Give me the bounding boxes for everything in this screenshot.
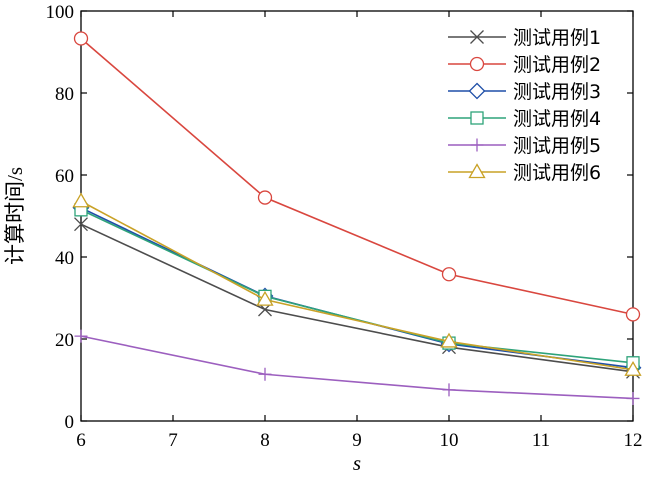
series-line-1 <box>80 223 634 373</box>
y-tick-label-20: 20 <box>55 330 74 351</box>
series-line-4 <box>80 209 634 364</box>
plot-area <box>72 10 642 422</box>
data-point-2-3 <box>441 267 457 282</box>
y-tick-label-0: 0 <box>65 412 75 433</box>
y-tick-label-60: 60 <box>55 166 74 187</box>
legend-entry-5: 测试用例5 <box>448 135 601 157</box>
legend-entry-4: 测试用例4 <box>448 108 601 130</box>
data-point-5-3 <box>442 383 456 397</box>
data-point-2-1 <box>73 31 89 46</box>
legend: 测试用例1 测试用例2 测试用例3 测试用例4 测试用例5 测试用例6 <box>448 27 601 184</box>
x-tick-label-10: 10 <box>440 430 459 451</box>
legend-marker-4 <box>470 111 484 125</box>
series-group <box>72 31 642 405</box>
legend-entry-6: 测试用例6 <box>448 162 601 184</box>
legend-label-6: 测试用例6 <box>513 162 601 184</box>
legend-entry-1: 测试用例1 <box>448 27 601 49</box>
y-tick-label-100: 100 <box>46 2 75 23</box>
data-point-2-2 <box>257 190 273 205</box>
legend-marker-3 <box>468 82 486 100</box>
series-line-5 <box>80 335 634 400</box>
legend-label-2: 测试用例2 <box>513 54 601 76</box>
x-tick-label-6: 6 <box>76 430 86 451</box>
y-tick-label-80: 80 <box>55 84 74 105</box>
data-point-6-4 <box>624 360 642 376</box>
legend-marker-6 <box>468 163 486 179</box>
x-tick-label-8: 8 <box>260 430 270 451</box>
legend-label-4: 测试用例4 <box>513 108 601 130</box>
data-point-6-2 <box>256 290 274 306</box>
y-tick-labels: 0 20 40 60 80 100 <box>46 2 75 433</box>
legend-marker-1 <box>470 30 484 44</box>
data-point-2-4 <box>625 307 641 322</box>
legend-label-1: 测试用例1 <box>513 27 601 49</box>
series-6 <box>72 192 642 376</box>
data-point-6-3 <box>440 332 458 348</box>
y-axis-title: 计算时间/s <box>3 167 27 265</box>
series-line-2 <box>80 37 634 316</box>
legend-entry-3: 测试用例3 <box>448 81 601 103</box>
axis-ticks <box>80 10 634 422</box>
data-point-5-2 <box>258 367 272 381</box>
x-axis-title: s <box>353 451 361 475</box>
series-3 <box>72 199 642 377</box>
y-tick-label-40: 40 <box>55 248 74 269</box>
data-point-1-1 <box>74 217 88 232</box>
legend-label-5: 测试用例5 <box>513 135 601 157</box>
legend-marker-5 <box>470 138 484 152</box>
series-2 <box>73 31 641 322</box>
x-tick-label-12: 12 <box>624 430 643 451</box>
data-point-6-1 <box>72 192 90 208</box>
x-tick-label-7: 7 <box>168 430 178 451</box>
legend-label-3: 测试用例3 <box>513 81 601 103</box>
data-point-5-4 <box>626 391 640 405</box>
x-tick-label-9: 9 <box>352 430 362 451</box>
legend-marker-2 <box>469 56 485 72</box>
series-line-6 <box>80 200 634 371</box>
series-line-3 <box>80 207 634 369</box>
x-tick-labels: 6 7 8 9 10 11 12 <box>76 430 642 451</box>
series-5 <box>74 329 640 405</box>
x-tick-label-11: 11 <box>532 430 550 451</box>
data-point-5-1 <box>74 329 88 343</box>
series-4 <box>74 203 640 370</box>
legend-entry-2: 测试用例2 <box>448 54 601 76</box>
